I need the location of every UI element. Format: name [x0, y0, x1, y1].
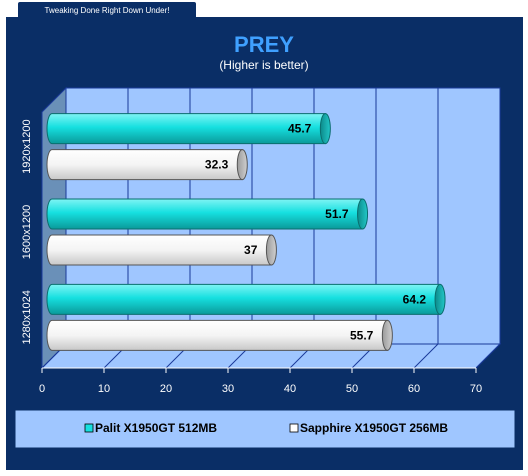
x-tick-label: 0: [39, 383, 45, 395]
data-label: 64.2: [403, 292, 427, 306]
legend-box: [14, 409, 516, 449]
banner-tab: [18, 2, 196, 17]
data-label: 37: [244, 243, 258, 257]
data-label: 51.7: [325, 207, 349, 221]
legend-label-palit: Palit X1950GT 512MB: [95, 421, 217, 435]
bar-body: [46, 149, 243, 181]
legend-label-sapphire: Sapphire X1950GT 256MB: [300, 421, 448, 435]
bar: [46, 234, 277, 266]
bar-body: [46, 113, 326, 145]
bar: [46, 319, 393, 351]
bar-cap: [236, 149, 248, 181]
x-tick-label: 70: [470, 383, 482, 395]
x-tick-label: 30: [222, 383, 234, 395]
category-labels: 1920x1200 1600x1200 1280x1024: [21, 119, 33, 344]
bar-cap: [265, 234, 277, 266]
data-label: 32.3: [205, 158, 229, 172]
x-tick-label: 60: [408, 383, 420, 395]
bar-body: [46, 234, 272, 266]
bar: [46, 149, 248, 181]
bar-body: [46, 319, 388, 351]
floor-gridline: [413, 343, 439, 369]
x-tick-label: 20: [160, 383, 172, 395]
bar-cap: [357, 198, 369, 230]
x-axis-ticks: 0 10 20 30 40 50 60 70: [39, 367, 482, 395]
chart-title: PREY: [234, 32, 294, 57]
x-tick-label: 10: [98, 383, 110, 395]
x-tick-label: 50: [346, 383, 358, 395]
bar-cap: [381, 319, 393, 351]
category-label: 1280x1024: [21, 290, 33, 344]
legend-swatch-sapphire: [289, 423, 299, 433]
bar: [46, 283, 446, 315]
chart-subtitle: (Higher is better): [219, 58, 308, 72]
bars: [46, 113, 446, 351]
bar-body: [46, 198, 364, 230]
category-label: 1600x1200: [21, 205, 33, 259]
bar: [46, 198, 369, 230]
floor-gridline: [475, 343, 501, 369]
bar-cap: [434, 283, 446, 315]
bar-cap: [319, 113, 331, 145]
x-tick-label: 40: [284, 383, 296, 395]
category-label: 1920x1200: [21, 119, 33, 173]
legend-swatch-palit: [84, 423, 94, 433]
data-label: 45.7: [288, 122, 312, 136]
value-labels: 45.7 32.3 51.7 37 64.2 55.7: [205, 122, 426, 343]
data-label: 55.7: [350, 328, 374, 342]
banner-text: Tweaking Done Right Down Under!: [45, 6, 170, 15]
bar: [46, 113, 331, 145]
bar-body: [46, 283, 441, 315]
